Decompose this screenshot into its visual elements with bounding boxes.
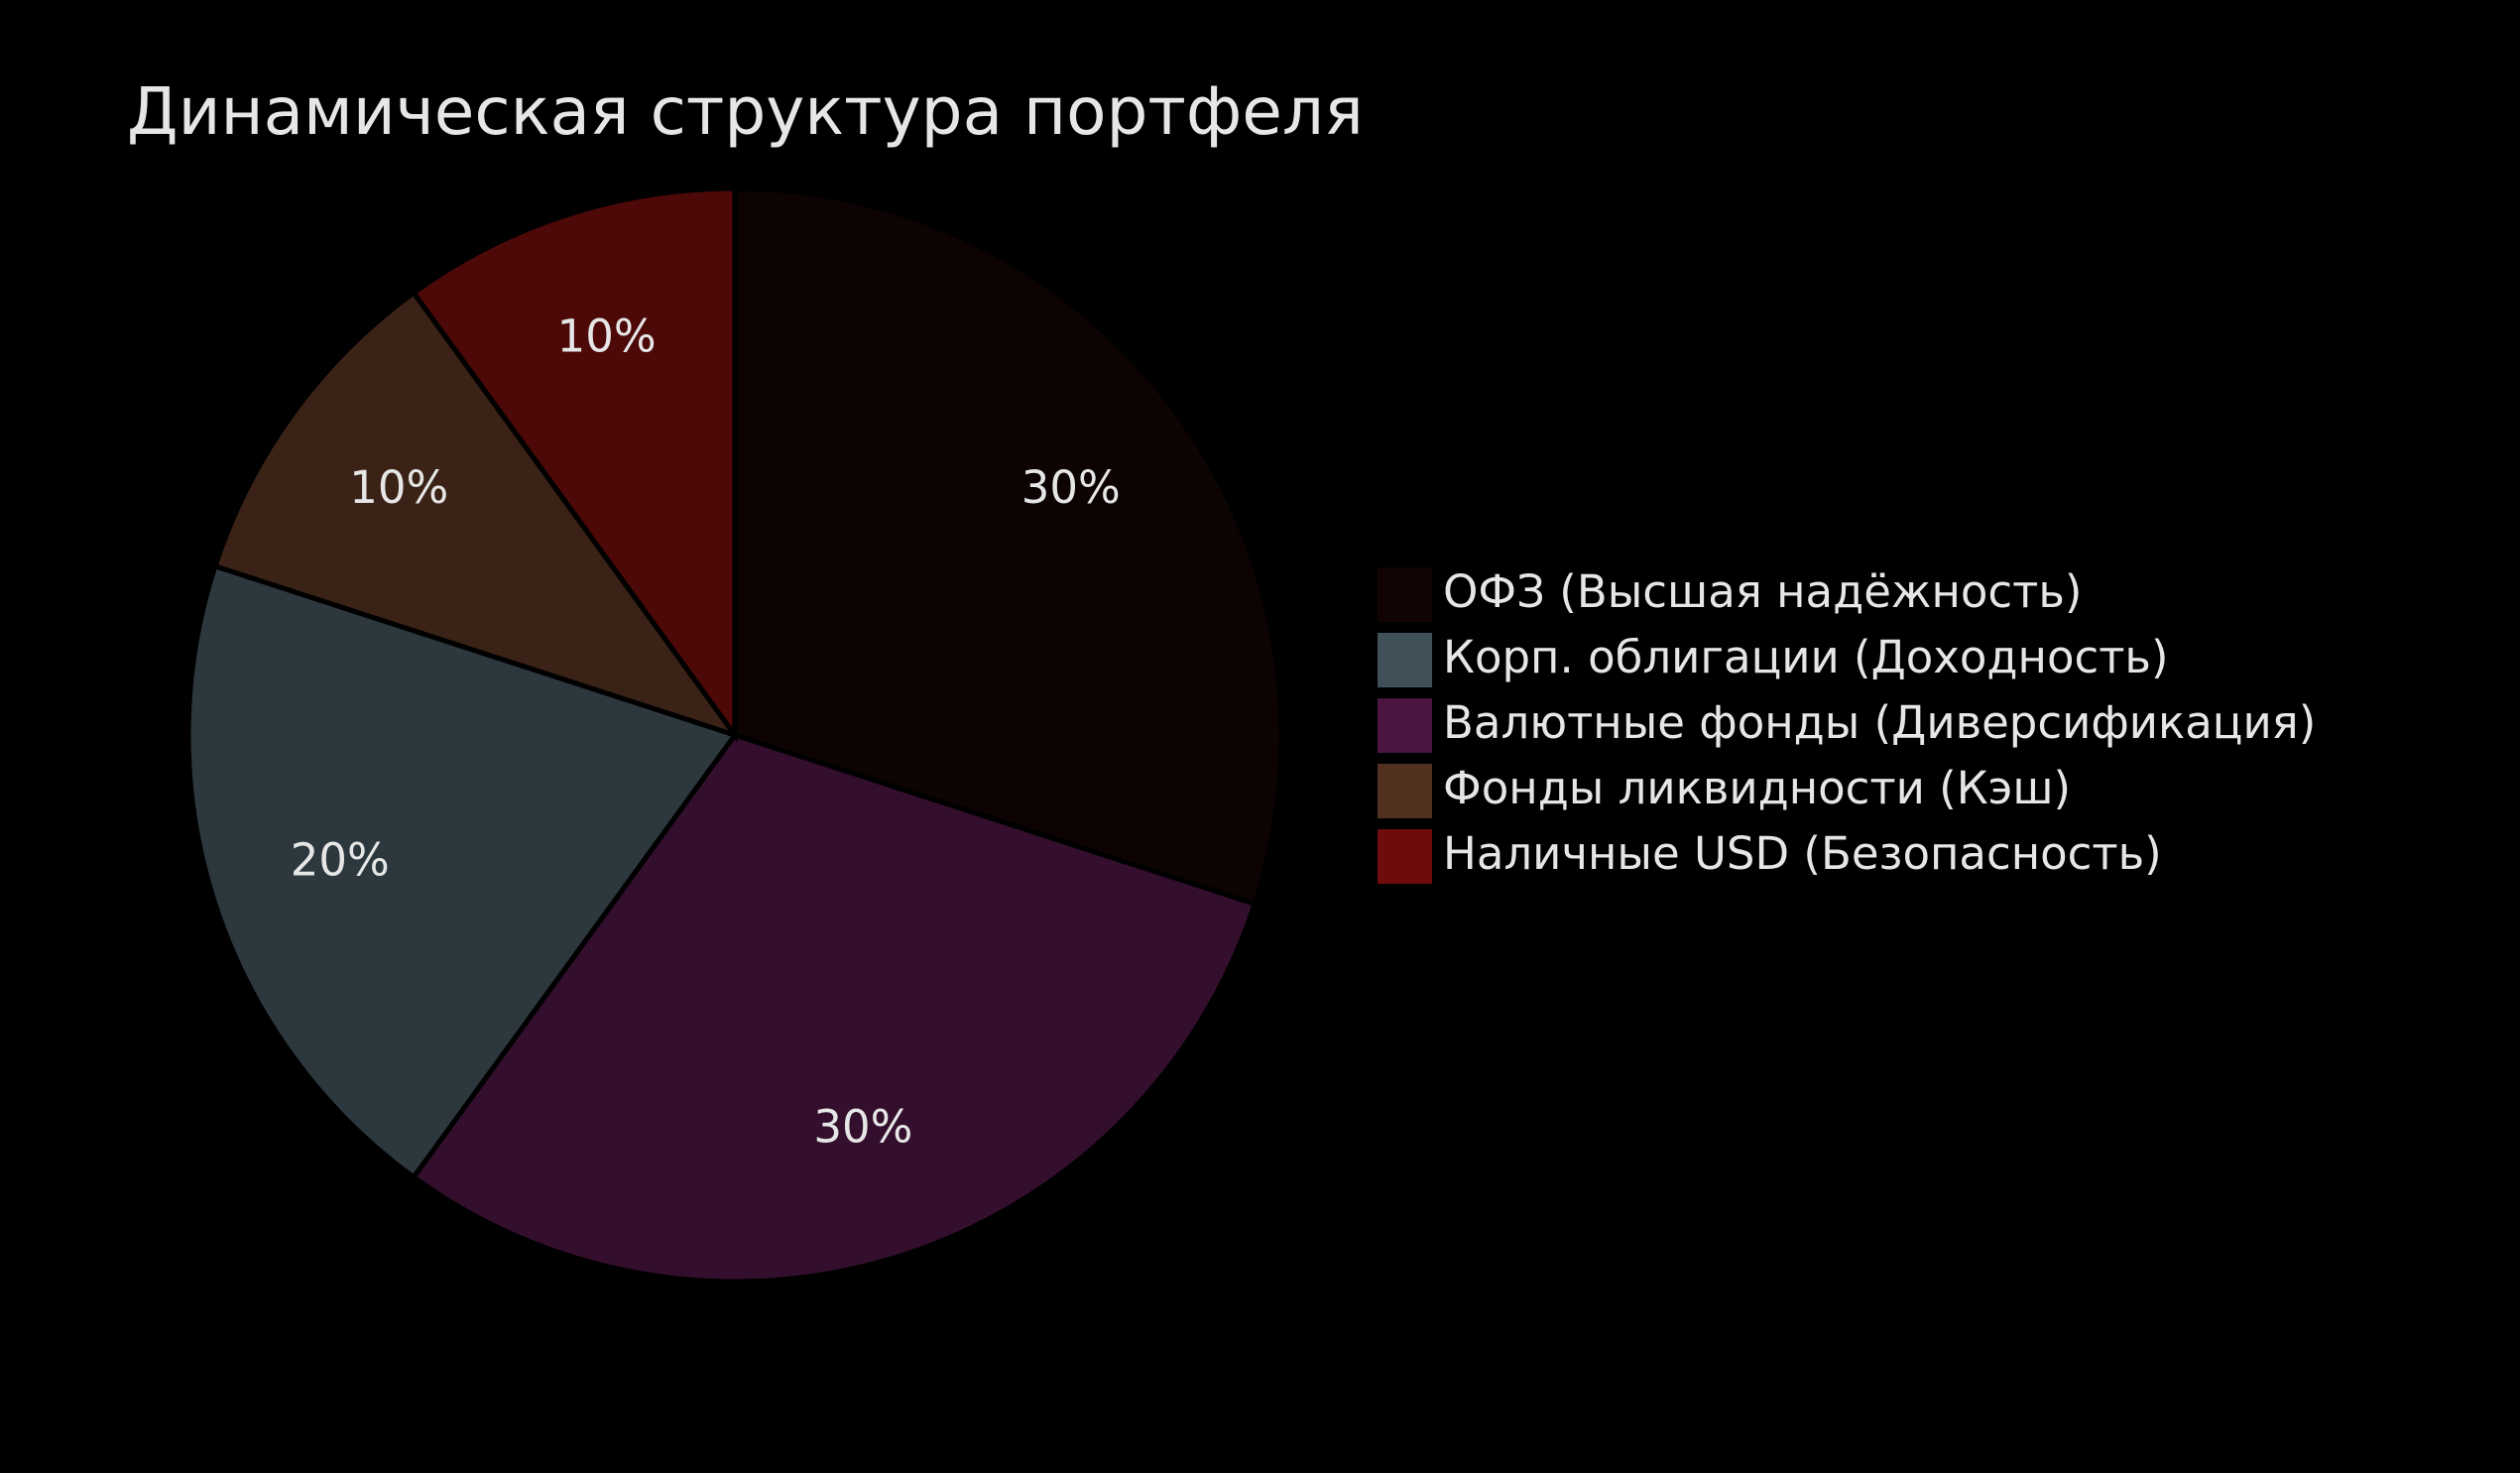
legend-swatch (1378, 829, 1432, 884)
slice-label: 10% (557, 310, 657, 363)
legend-label: Фонды ликвидности (Кэш) (1443, 762, 2071, 814)
legend-swatch (1378, 633, 1432, 687)
legend-swatch (1378, 698, 1432, 753)
slice-label: 30% (813, 1100, 912, 1153)
pie-slice (185, 562, 740, 1181)
pie-slice (732, 185, 1284, 908)
chart-title: Динамическая структура портфеля (127, 73, 1364, 150)
pie-slice (410, 732, 1259, 1285)
legend-swatch (1378, 567, 1432, 622)
pie-slice (211, 289, 742, 740)
legend-label: Валютные фонды (Диверсификация) (1443, 696, 2316, 749)
legend-label: Наличные USD (Безопасность) (1443, 827, 2162, 880)
slice-label: 20% (291, 833, 390, 886)
legend-label: Корп. облигации (Доходность) (1443, 631, 2169, 683)
slice-label: 10% (349, 461, 448, 514)
pie-slice (410, 185, 738, 743)
slice-label: 30% (1021, 461, 1121, 514)
legend-label: ОФЗ (Высшая надёжность) (1443, 565, 2082, 618)
legend-swatch (1378, 764, 1432, 818)
